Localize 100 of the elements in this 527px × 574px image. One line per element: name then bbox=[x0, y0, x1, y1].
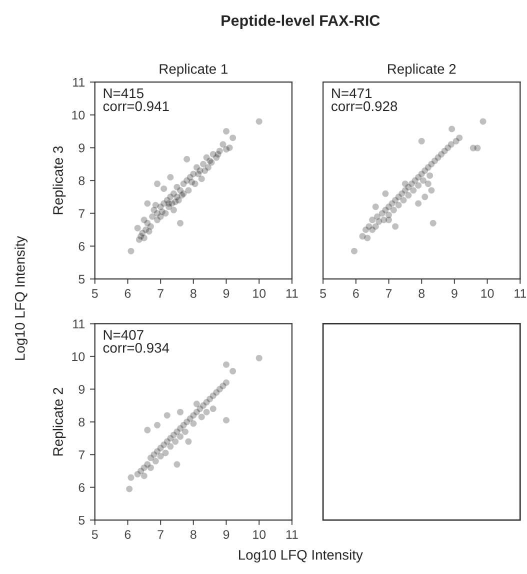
point bbox=[144, 426, 151, 434]
point bbox=[223, 361, 230, 368]
point bbox=[198, 414, 205, 420]
point bbox=[395, 202, 402, 208]
point bbox=[372, 223, 379, 230]
x-tick-label: 6 bbox=[124, 530, 131, 539]
x-tick-label: 11 bbox=[514, 289, 526, 298]
point bbox=[128, 474, 134, 481]
x-tick-label: 10 bbox=[253, 530, 266, 539]
x-tick-label: 7 bbox=[386, 289, 392, 298]
point bbox=[152, 458, 159, 464]
x-tick-label: 11 bbox=[286, 289, 298, 298]
point bbox=[448, 141, 454, 148]
point bbox=[177, 408, 184, 416]
point bbox=[382, 190, 389, 197]
y-tick-label: 9 bbox=[78, 384, 85, 394]
y-tick-label: 6 bbox=[78, 242, 85, 251]
point bbox=[415, 182, 422, 189]
point bbox=[157, 452, 164, 460]
point bbox=[223, 379, 230, 386]
y-axis-title: Replicate 3 bbox=[52, 146, 66, 214]
chart-subtitle: Replicate 1 bbox=[160, 64, 228, 77]
point bbox=[415, 200, 422, 207]
chart-title: Peptide-level FAX-RIC bbox=[222, 14, 380, 29]
point bbox=[448, 126, 456, 132]
annotation: N=407 corr=0.934 bbox=[103, 330, 170, 353]
x-tick-label: 6 bbox=[353, 289, 359, 298]
x-tick-label: 6 bbox=[124, 289, 131, 298]
chart-subtitle: Replicate 2 bbox=[388, 64, 456, 77]
point bbox=[230, 368, 236, 374]
point bbox=[351, 248, 358, 254]
point bbox=[256, 354, 262, 362]
y-tick-label: 7 bbox=[78, 209, 85, 218]
y-tick-label: 8 bbox=[78, 418, 85, 427]
point bbox=[172, 438, 179, 445]
y-tick-label: 11 bbox=[73, 78, 85, 87]
x-tick-label: 11 bbox=[286, 530, 298, 539]
point bbox=[418, 138, 425, 144]
point bbox=[140, 472, 148, 480]
point bbox=[177, 433, 184, 440]
y-tick-label: 9 bbox=[78, 144, 85, 152]
point bbox=[392, 223, 399, 230]
point bbox=[162, 450, 169, 456]
x-tick-label: 9 bbox=[223, 530, 230, 539]
point bbox=[167, 443, 174, 450]
point bbox=[182, 428, 188, 435]
annotation: N=471 corr=0.928 bbox=[332, 88, 398, 112]
point bbox=[190, 420, 197, 427]
point bbox=[385, 216, 392, 224]
point bbox=[480, 118, 486, 125]
y-tick-label: 6 bbox=[78, 483, 85, 492]
point bbox=[410, 187, 417, 194]
y-tick-label: 5 bbox=[78, 274, 85, 284]
x-tick-label: 7 bbox=[158, 289, 164, 298]
point bbox=[126, 486, 133, 492]
point bbox=[456, 134, 463, 142]
point bbox=[164, 412, 170, 419]
y-tick-label: 11 bbox=[73, 320, 85, 328]
x-tick-label: 8 bbox=[190, 289, 196, 298]
point bbox=[364, 234, 371, 242]
point bbox=[405, 192, 412, 199]
x-tick-label: 10 bbox=[481, 289, 494, 298]
annotation: N=415 corr=0.941 bbox=[103, 88, 169, 112]
point bbox=[422, 194, 428, 200]
x-tick-label: 9 bbox=[452, 289, 458, 298]
x-tick-label: 10 bbox=[253, 289, 266, 298]
point bbox=[147, 464, 154, 471]
point bbox=[428, 187, 435, 194]
point bbox=[400, 196, 407, 204]
y-tick-label: 5 bbox=[78, 516, 85, 525]
point bbox=[223, 416, 230, 424]
point bbox=[369, 216, 376, 224]
point bbox=[474, 144, 481, 152]
x-tick-label: 8 bbox=[418, 289, 425, 298]
y-tick-label: 8 bbox=[78, 176, 85, 186]
y-tick-label: 10 bbox=[72, 352, 85, 362]
x-tick-label: 8 bbox=[190, 530, 196, 539]
text: Log10 LFQ Intensity bbox=[14, 236, 28, 360]
point bbox=[174, 461, 180, 468]
x-tick-label: 5 bbox=[320, 289, 326, 298]
point bbox=[193, 400, 200, 408]
point bbox=[154, 422, 161, 428]
point bbox=[372, 204, 379, 210]
point bbox=[424, 180, 432, 188]
x-tick-label: 7 bbox=[158, 530, 164, 539]
point bbox=[420, 177, 426, 184]
y-axis-title: Replicate 2 bbox=[52, 388, 66, 456]
point bbox=[390, 206, 397, 214]
point bbox=[426, 172, 434, 179]
y-tick-label: 7 bbox=[78, 450, 85, 460]
x-tick-label: 9 bbox=[223, 289, 230, 298]
point bbox=[402, 180, 408, 188]
x-tick-label: 5 bbox=[92, 289, 98, 298]
y-tick-label: 10 bbox=[72, 110, 85, 120]
point bbox=[210, 406, 216, 412]
x-axis-title: Log10 LFQ Intensity bbox=[238, 550, 363, 563]
point bbox=[430, 220, 436, 226]
point bbox=[203, 408, 210, 416]
x-tick-label: 5 bbox=[92, 530, 98, 539]
point bbox=[185, 438, 192, 445]
